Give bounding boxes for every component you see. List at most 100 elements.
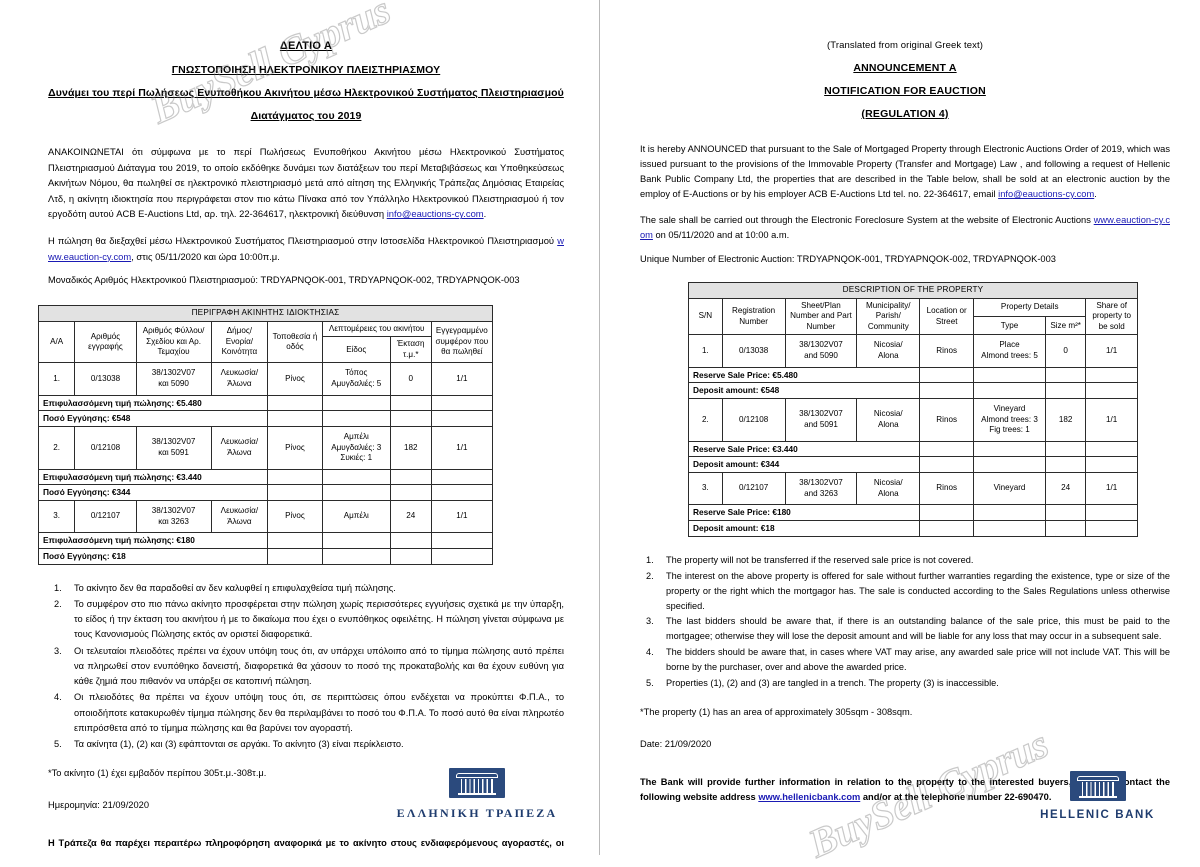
english-closing-tail: and/or at the telephone number 22-690470… xyxy=(860,792,1052,803)
blank-cell xyxy=(389,468,432,486)
hellenic-bank-column-icon xyxy=(449,768,505,798)
english-row1-type-line1: Place xyxy=(999,340,1020,350)
greek-row1-sheet-line1: 38/1302V07 xyxy=(151,368,196,378)
greek-row3-municipality: Λευκωσία/Άλωνα xyxy=(210,500,269,534)
english-row2-type-line1: Vineyard xyxy=(993,404,1026,414)
blank-cell xyxy=(1044,366,1087,384)
blank-cell xyxy=(267,410,323,428)
greek-paragraph-sale-text: Η πώληση θα διεξαχθεί μέσω Ηλεκτρονικού … xyxy=(48,235,558,247)
greek-row2-sn: 2. xyxy=(37,426,76,470)
greek-paragraph-announcement: ΑΝΑΚΟΙΝΩΝΕΤΑΙ ότι σύμφωνα με το περί Πωλ… xyxy=(48,144,564,222)
greek-unique-auction-number: Μοναδικός Αριθμός Ηλεκτρονικού Πλειστηρι… xyxy=(48,275,520,286)
english-row2-sheet-line2: and 5091 xyxy=(804,419,838,429)
english-eauction-website-link[interactable]: www.eauction-cy.com xyxy=(640,215,1170,241)
english-closing-text: The Bank will provide further informatio… xyxy=(640,776,1170,803)
greek-row2-size: 182 xyxy=(389,426,432,470)
blank-cell xyxy=(1085,456,1138,474)
greek-row3-reserve-price: Επιφυλασσόμενη τιμή πώλησης: €180 xyxy=(37,532,269,549)
greek-row3-sheet-line1: 38/1302V07 xyxy=(151,506,196,516)
blank-cell xyxy=(267,547,323,565)
english-row3-registration: 0/12107 xyxy=(721,472,786,506)
english-row1-size: 0 xyxy=(1044,334,1087,368)
english-hellenicbank-website-link[interactable]: www.hellenicbank.com xyxy=(758,792,861,803)
greek-row1-location: Ρίνος xyxy=(267,362,323,396)
blank-cell xyxy=(1044,382,1087,400)
greek-table-caption-row: ΠΕΡΙΓΡΑΦΗ ΑΚΙΝΗΤΗΣ ΙΔΙΟΚΤΗΣΙΑΣ xyxy=(38,305,493,322)
greek-property-table-wrapper: ΠΕΡΙΓΡΑΦΗ ΑΚΙΝΗΤΗΣ ΙΔΙΟΚΤΗΣΙΑΣ Α/Α Αριθμ… xyxy=(37,305,494,565)
blank-cell xyxy=(430,394,494,412)
english-row3-deposit-row: Deposit amount: €18 xyxy=(687,520,1138,537)
greek-paragraph-sale-tail: , στις 05/11/2020 και ώρα 10:00π.μ. xyxy=(131,250,280,262)
greek-closing-paragraph: Η Τράπεζα θα παρέχει περαιτέρω πληροφόρη… xyxy=(48,836,564,855)
blank-cell xyxy=(973,382,1046,400)
greek-row1-sheet: 38/1302V07 και 5090 xyxy=(135,362,212,396)
blank-cell xyxy=(389,547,432,565)
english-row1-municipality: Nicosia/Alona xyxy=(856,334,921,368)
greek-terms-list: Το ακίνητο δεν θα παραδοθεί αν δεν καλυφ… xyxy=(48,581,564,753)
greek-row2-type-line2: Αμυγδαλιές: 3 xyxy=(331,442,382,452)
english-row2-deposit-row: Deposit amount: €344 xyxy=(687,456,1138,474)
greek-row2-deposit-amount: Ποσό Εγγύησης: €344 xyxy=(37,484,269,502)
greek-header-location: Τοποθεσία ή οδός xyxy=(267,320,323,364)
greek-row3-municipality-line2: Άλωνα xyxy=(227,516,252,526)
english-row1-sheet: 38/1302V07 and 5090 xyxy=(784,334,858,368)
translated-note: (Translated from original Greek text) xyxy=(827,40,983,51)
greek-row1-reserve-price: Επιφυλασσόμενη τιμή πώλησης: €5.480 xyxy=(37,394,269,412)
blank-cell xyxy=(321,532,391,549)
greek-row3-reserve-row: Επιφυλασσόμενη τιμή πώλησης: €180 xyxy=(37,532,494,549)
english-row3-share: 1/1 xyxy=(1085,472,1138,506)
greek-row2-location: Ρίνος xyxy=(267,426,323,470)
greek-hellenicbank-website-link[interactable]: www.hellenicbank.com xyxy=(371,854,473,855)
english-row2-municipality-line1: Nicosia/ xyxy=(873,409,903,419)
greek-eauctions-email-link[interactable]: info@eauctions-cy.com xyxy=(386,208,484,220)
greek-row3-share: 1/1 xyxy=(430,500,494,534)
english-row2-type: Vineyard Almond trees: 3 Fig trees: 1 xyxy=(973,398,1046,442)
blank-cell xyxy=(321,468,391,486)
list-item: Properties (1), (2) and (3) are tangled … xyxy=(646,676,999,691)
greek-table-header-row-1: Α/Α Αριθμός εγγραφής Αριθμός Φύλλου/ Σχε… xyxy=(37,320,494,364)
english-row1-registration: 0/13038 xyxy=(721,334,786,368)
english-header-details-group: Property Details xyxy=(973,297,1087,318)
blank-cell xyxy=(389,484,432,502)
english-footnote: *The property (1) has an area of approxi… xyxy=(640,706,913,717)
english-row2-deposit-amount: Deposit amount: €344 xyxy=(687,456,921,474)
greek-row1-sheet-line2: και 5090 xyxy=(158,378,189,388)
greek-row2-municipality-line2: Άλωνα xyxy=(227,447,252,457)
greek-row2-municipality-line1: Λευκωσία/ xyxy=(220,437,259,447)
greek-row2-municipality: Λευκωσία/Άλωνα xyxy=(210,426,269,470)
blank-cell xyxy=(321,410,391,428)
blank-cell xyxy=(389,410,432,428)
english-paragraph-sale: The sale shall be carried out through th… xyxy=(640,213,1170,243)
english-title-notification: NOTIFICATION FOR EAUCTION xyxy=(824,85,986,97)
english-row3-sn: 3. xyxy=(688,472,723,506)
english-unique-auction-number: Unique Number of Electronic Auction: TRD… xyxy=(640,254,1056,265)
english-row2-reserve-price: Reserve Sale Price: €3.440 xyxy=(687,440,921,458)
english-header-share: Share of property to be sold xyxy=(1085,297,1138,336)
table-row: 1. 0/13038 38/1302V07 και 5090 Λευκωσία/Ά… xyxy=(37,362,494,396)
column-divider xyxy=(599,0,600,855)
blank-cell xyxy=(1044,504,1087,521)
greek-header-sheet: Αριθμός Φύλλου/ Σχεδίου και Αρ. Τεμαχίου xyxy=(135,320,212,364)
blank-cell xyxy=(321,394,391,412)
list-item: The property will not be transferred if … xyxy=(646,553,974,568)
english-row2-sheet-line1: 38/1302V07 xyxy=(799,409,843,419)
english-row3-sheet-line2: and 3263 xyxy=(804,488,838,498)
blank-cell xyxy=(919,366,975,384)
english-paragraph-announcement-text: It is hereby ANNOUNCED that pursuant to … xyxy=(640,144,1170,200)
english-eauctions-email-link[interactable]: info@eauctions-cy.com xyxy=(998,189,1095,200)
greek-eauction-website-link[interactable]: www.eauction-cy.com xyxy=(48,235,564,262)
greek-row2-reserve-row: Επιφυλασσόμενη τιμή πώλησης: €3.440 xyxy=(37,468,494,486)
english-row1-share: 1/1 xyxy=(1085,334,1138,368)
blank-cell xyxy=(430,547,494,565)
english-row2-share: 1/1 xyxy=(1085,398,1138,442)
greek-title-order-line2: Διατάγματος του 2019 xyxy=(250,110,362,122)
greek-row1-share: 1/1 xyxy=(430,362,494,396)
blank-cell xyxy=(1085,504,1138,521)
greek-header-details-group: Λεπτομέρειες του ακινήτου xyxy=(321,320,432,338)
english-bank-logo-text: HELLENIC BANK xyxy=(1040,809,1155,821)
greek-closing-tail: και/ή στο τηλέφωνο 22-690470. xyxy=(48,854,564,855)
greek-row1-municipality: Λευκωσία/Άλωνα xyxy=(210,362,269,396)
english-row1-municipality-line2: Alona xyxy=(877,351,899,360)
greek-header-registration: Αριθμός εγγραφής xyxy=(74,320,137,364)
list-item: Οι πλειοδότες θα πρέπει να έχουν υπόψη τ… xyxy=(54,690,564,733)
